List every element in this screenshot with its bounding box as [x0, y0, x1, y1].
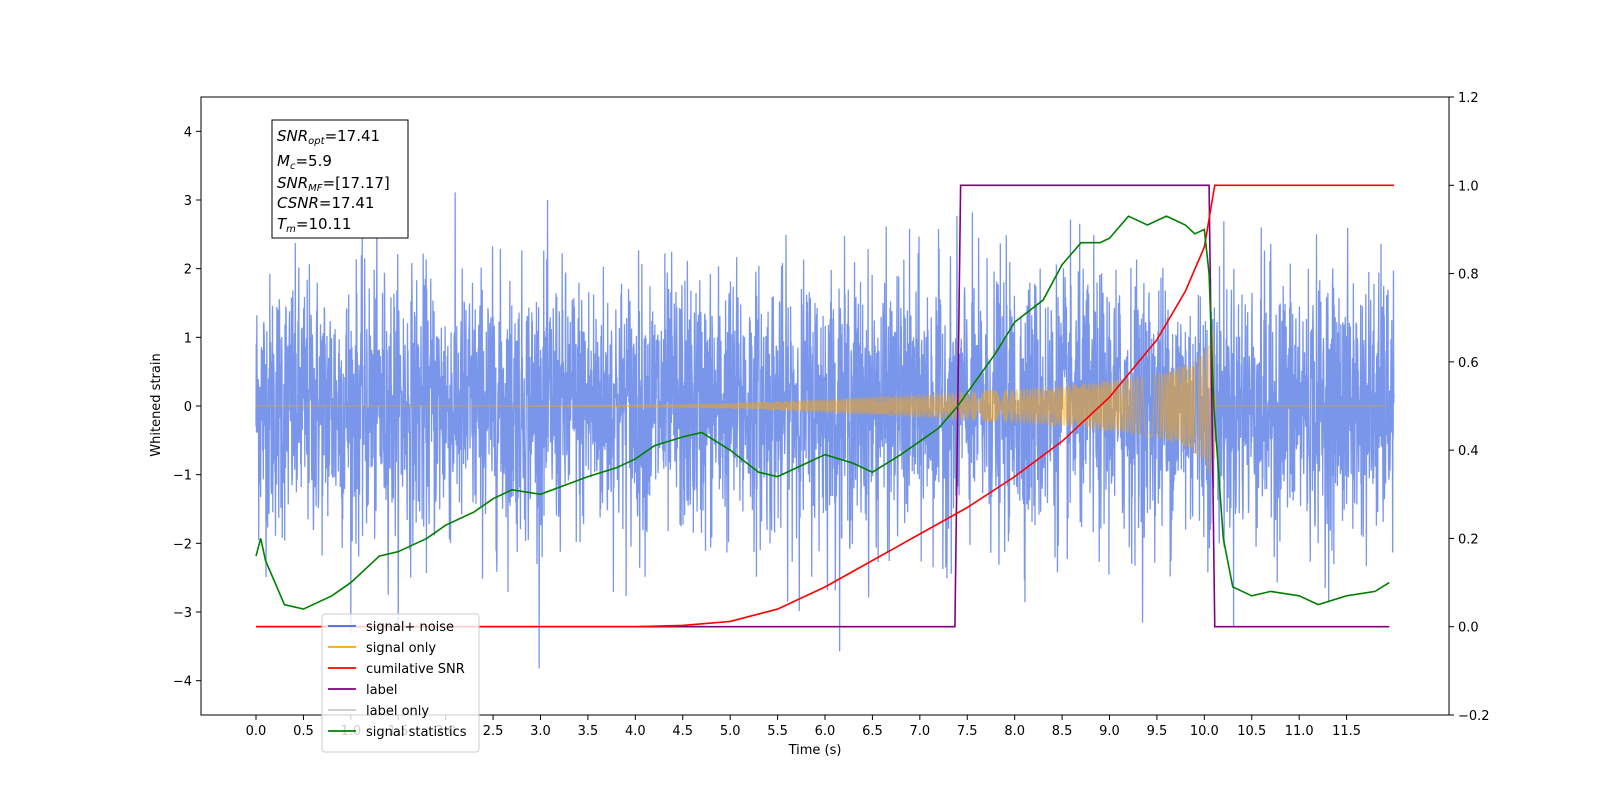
- x-tick-label: 5.5: [767, 724, 788, 739]
- x-tick-label: 7.0: [909, 724, 930, 739]
- y-tick-label: −1: [173, 469, 192, 484]
- x-tick-label: 4.0: [625, 724, 646, 739]
- x-tick-label: 6.5: [862, 724, 883, 739]
- x-tick-label: 4.5: [672, 724, 693, 739]
- y2-tick-label: 1.2: [1458, 91, 1479, 106]
- x-tick-label: 11.5: [1332, 724, 1361, 739]
- annotation-box: SNRopt=17.41 Mc=5.9 SNRMF=[17.17] CSNR=1…: [271, 119, 409, 239]
- legend-entry-label: signal statistics: [366, 725, 467, 740]
- series-signal-noise: [255, 192, 1395, 669]
- annotation-snr-opt: SNRopt=17.41: [277, 127, 380, 147]
- x-tick-label: 3.0: [530, 724, 551, 739]
- annotation-mc: Mc=5.9: [277, 152, 332, 172]
- x-tick-label: 9.0: [1099, 724, 1120, 739]
- annotation-frame: [271, 119, 409, 239]
- plot-area: 0.00.51.01.52.02.53.03.54.04.55.05.56.06…: [173, 91, 1490, 739]
- legend-entry-label: cumilative SNR: [366, 662, 465, 677]
- x-tick-label: 6.0: [815, 724, 836, 739]
- y2-tick-label: 0.8: [1458, 268, 1479, 283]
- legend-entry-label: label only: [366, 704, 429, 719]
- y2-tick-label: 0.2: [1458, 532, 1479, 547]
- x-tick-label: 8.0: [1004, 724, 1025, 739]
- y-tick-label: −4: [173, 675, 192, 690]
- y-tick-label: 0: [184, 400, 192, 415]
- x-tick-label: 2.5: [483, 724, 504, 739]
- data-layer: [255, 184, 1395, 669]
- x-tick-label: 10.5: [1237, 724, 1266, 739]
- series-label: [256, 184, 1390, 628]
- legend-frame: [321, 613, 480, 753]
- legend: signal+ noise signal only cumilative SNR la…: [321, 613, 480, 753]
- y-tick-label: 2: [184, 263, 192, 278]
- x-axis-label: Time (s): [788, 743, 842, 758]
- x-tick-label: 9.5: [1147, 724, 1168, 739]
- y-tick-label: −2: [173, 537, 192, 552]
- y2-tick-label: 0.6: [1458, 356, 1479, 371]
- series-signal-only: [256, 329, 1387, 475]
- series-signal-statistics: [255, 215, 1390, 610]
- y-tick-label: 1: [184, 331, 192, 346]
- x-tick-label: 10.0: [1190, 724, 1219, 739]
- legend-entry-label: label: [366, 683, 397, 698]
- y-tick-label: 4: [184, 125, 192, 140]
- x-tick-label: 5.0: [720, 724, 741, 739]
- y2-tick-label: 1.0: [1458, 179, 1479, 194]
- y-axis-label: Whitened strain: [149, 353, 164, 456]
- legend-entry-label: signal only: [366, 641, 436, 656]
- x-tick-label: 0.0: [246, 724, 267, 739]
- y2-tick-label: 0.0: [1458, 621, 1479, 636]
- x-tick-label: 11.0: [1285, 724, 1314, 739]
- y2-tick-label: 0.4: [1458, 444, 1479, 459]
- annotation-tm: Tm=10.11: [277, 215, 351, 235]
- annotation-snr-mf: SNRMF=[17.17]: [277, 174, 390, 194]
- y2-tick-label: −0.2: [1458, 709, 1490, 724]
- y-tick-label: −3: [173, 606, 192, 621]
- series-cumulative-snr: [256, 184, 1394, 628]
- y-tick-label: 3: [184, 194, 192, 209]
- x-tick-label: 7.5: [957, 724, 978, 739]
- x-tick-label: 0.5: [293, 724, 314, 739]
- legend-entry-label: signal+ noise: [366, 620, 454, 635]
- annotation-csnr: CSNR=17.41: [277, 194, 374, 212]
- x-tick-label: 3.5: [578, 724, 599, 739]
- x-tick-label: 8.5: [1052, 724, 1073, 739]
